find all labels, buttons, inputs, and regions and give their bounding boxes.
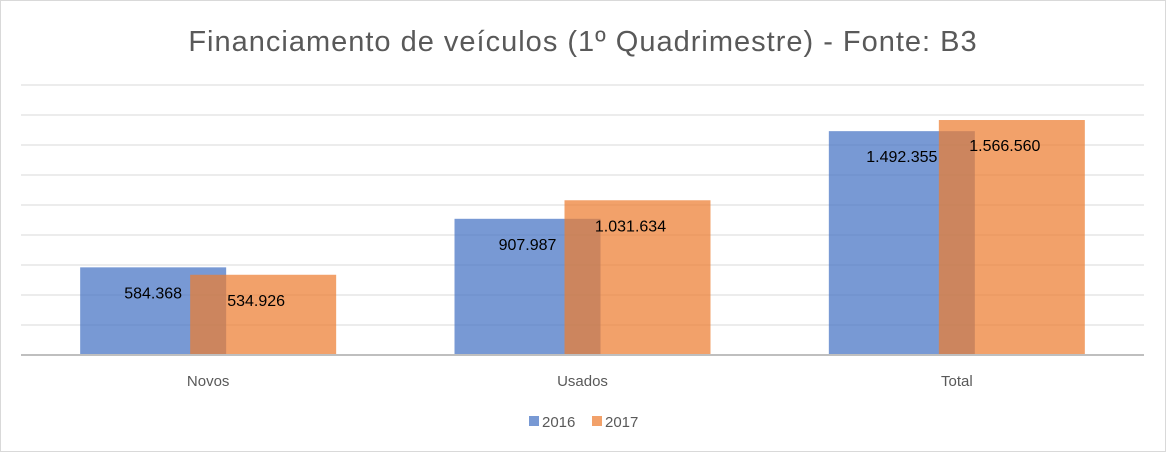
legend-swatch-2016 xyxy=(529,416,539,426)
data-label-2016-total: 1.492.355 xyxy=(866,149,937,166)
bar-2017-usados xyxy=(564,200,711,355)
legend: 2016 2017 xyxy=(529,414,638,431)
category-label-total: Total xyxy=(941,373,973,390)
data-label-2017-total: 1.566.560 xyxy=(969,138,1040,155)
bar-2017-novos xyxy=(190,274,337,355)
data-labels: 584.368 534.926 907.987 1.031.634 1.492.355 1… xyxy=(124,138,1040,310)
data-label-2017-novos: 534.926 xyxy=(227,293,285,310)
chart-title: Financiamento de veículos (1º Quadrimest… xyxy=(188,26,977,58)
bar-2017-total xyxy=(938,120,1085,356)
category-labels: Novos Usados Total xyxy=(187,373,973,390)
legend-swatch-2017 xyxy=(592,416,602,426)
data-label-2016-novos: 584.368 xyxy=(124,285,182,302)
legend-label-2017: 2017 xyxy=(605,414,638,431)
data-label-2017-usados: 1.031.634 xyxy=(595,218,666,235)
category-label-novos: Novos xyxy=(187,373,230,390)
data-label-2016-usados: 907.987 xyxy=(499,237,557,254)
bars xyxy=(80,120,1085,356)
category-label-usados: Usados xyxy=(557,373,608,390)
legend-label-2016: 2016 xyxy=(542,414,575,431)
